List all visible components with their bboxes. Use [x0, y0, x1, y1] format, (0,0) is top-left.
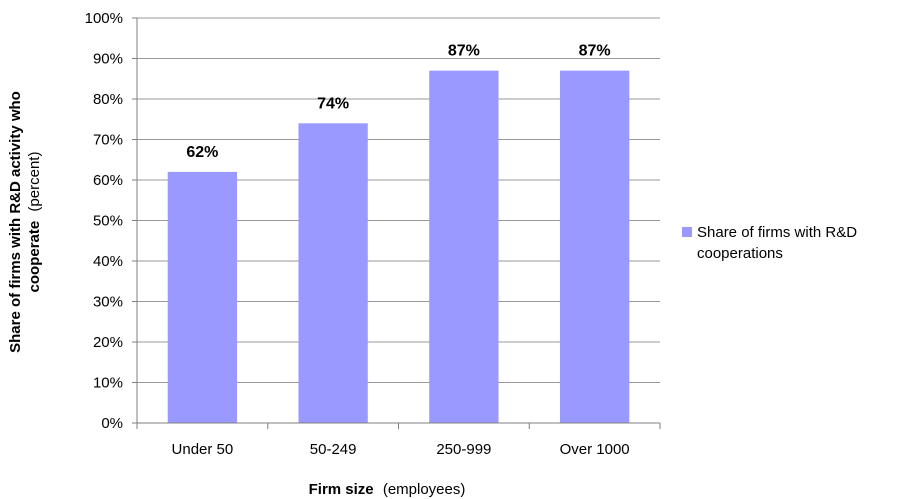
y-tick-label: 50%: [93, 213, 123, 230]
y-axis-title-line2-bold: cooperate: [26, 221, 43, 293]
y-tick-label: 100%: [85, 10, 123, 27]
y-tick-label: 40%: [93, 253, 123, 270]
bar: [429, 70, 499, 424]
legend-label-line1: Share of firms with R&D: [697, 224, 857, 241]
y-axis-title: Share of firms with R&D activity who coo…: [7, 91, 43, 353]
y-axis-title-line2: cooperate (percent): [26, 152, 43, 293]
x-axis-title-unit: (employees): [383, 481, 466, 498]
x-axis-title: Firm size (employees): [309, 481, 466, 498]
y-tick-label: 20%: [93, 334, 123, 351]
x-axis-title-bold: Firm size: [309, 481, 374, 498]
legend: Share of firms with R&D cooperations: [682, 224, 857, 262]
y-tick-label: 60%: [93, 172, 123, 189]
y-axis-title-line2-unit: (percent): [26, 152, 43, 212]
bar: [167, 171, 238, 423]
x-tick-label: Over 1000: [560, 441, 630, 458]
x-axis-ticks: Under 50 50-249 250-999 Over 1000: [172, 441, 630, 458]
y-tick-label: 70%: [93, 132, 123, 149]
data-label: 87%: [579, 43, 611, 60]
data-label: 74%: [317, 95, 349, 112]
legend-swatch: [682, 227, 692, 237]
y-tick-label: 90%: [93, 51, 123, 68]
bar: [298, 123, 368, 424]
y-tick-label: 80%: [93, 91, 123, 108]
legend-label-line2: cooperations: [697, 245, 783, 262]
x-tick-label: 250-999: [436, 441, 491, 458]
y-axis-title-line1: Share of firms with R&D activity who: [7, 91, 24, 353]
y-tick-label: 30%: [93, 294, 123, 311]
x-tick-label: 50-249: [310, 441, 357, 458]
y-axis-ticks: 0% 10% 20% 30% 40% 50% 60% 70% 80% 90% 100%: [85, 10, 137, 432]
data-label: 62%: [186, 144, 218, 161]
x-tick-label: Under 50: [172, 441, 234, 458]
data-labels: 62% 74% 87% 87%: [186, 43, 610, 161]
y-tick-label: 0%: [101, 415, 123, 432]
bar: [559, 70, 630, 424]
y-tick-label: 10%: [93, 375, 123, 392]
axes: [136, 18, 661, 429]
bars: [167, 70, 630, 424]
data-label: 87%: [448, 43, 480, 60]
